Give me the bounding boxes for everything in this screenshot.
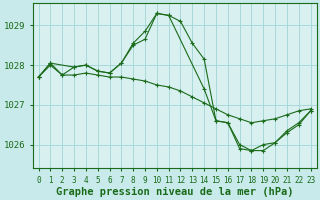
X-axis label: Graphe pression niveau de la mer (hPa): Graphe pression niveau de la mer (hPa) — [56, 186, 293, 197]
